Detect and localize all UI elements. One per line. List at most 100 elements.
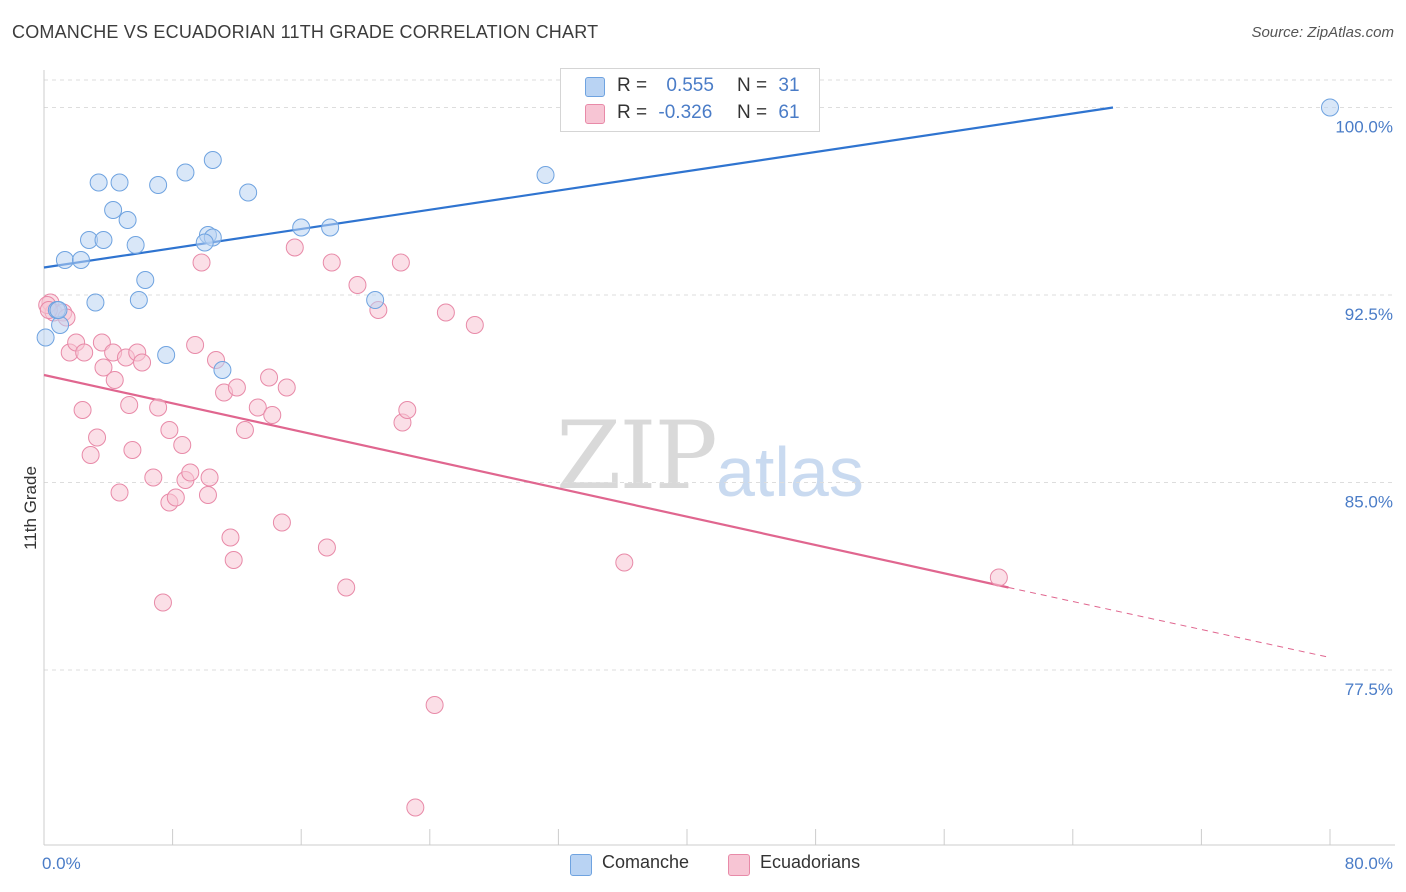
correlation-legend: R = 0.555 N = 31 R = -0.326 N = 61 [560, 68, 820, 132]
comanche-point [36, 328, 55, 347]
ecuadorian-point [198, 486, 217, 504]
grid-lines [44, 79, 1395, 671]
legend-n-label: N = [737, 75, 768, 96]
ecuadorian-point [317, 538, 336, 557]
ecuadorian-point [192, 253, 211, 272]
ecuadorian-point [81, 446, 100, 464]
comanche-point [49, 301, 68, 319]
x-tick-label: 0.0% [42, 854, 81, 873]
ecuadorian-point [263, 406, 282, 424]
legend-n-label: N = [737, 102, 768, 123]
source-note: Source: ZipAtlas.com [1251, 24, 1394, 41]
y-tick-label: 77.5% [1345, 680, 1393, 699]
ecuadorian-point [436, 303, 455, 322]
legend-r-value: -0.326 [658, 102, 713, 123]
ecuadorian-point [166, 488, 185, 507]
ecuadorian-point [200, 468, 219, 487]
comanche-point [55, 251, 74, 269]
comanche-point [104, 201, 123, 219]
y-tick-label: 92.5% [1345, 305, 1393, 324]
comanche-trend-line [43, 106, 1114, 269]
ecuadorian-point [173, 436, 192, 454]
comanche-points [36, 98, 1339, 379]
comanche-swatch [570, 854, 592, 876]
chart-title: COMANCHE VS ECUADORIAN 11TH GRADE CORREL… [12, 22, 599, 42]
ecuadorian-point [322, 253, 341, 272]
ecuadorian-point [398, 401, 417, 419]
ecuadorian-swatch [585, 104, 605, 124]
y-tick-label: 85.0% [1345, 493, 1393, 512]
ecuadorian-point [120, 396, 139, 414]
comanche-point [176, 163, 195, 182]
comanche-point [149, 176, 168, 194]
ecuadorian-point [248, 398, 267, 417]
ecuadorian-point [235, 421, 254, 439]
ecuadorian-point [425, 696, 444, 714]
ecuadorian-point [348, 276, 367, 294]
legend-n-value: 31 [778, 75, 800, 96]
comanche-point [126, 236, 145, 254]
comanche-point [195, 233, 214, 252]
ecuadorian-trend-extension [1008, 587, 1331, 658]
ecuadorian-points [38, 238, 1008, 817]
axis-ticks [43, 829, 1331, 845]
ecuadorian-trend-line [43, 373, 1009, 589]
ecuadorian-point [110, 483, 129, 502]
ecuadorian-point [123, 441, 142, 459]
ecuadorian-point [227, 378, 246, 397]
comanche-point [110, 173, 129, 192]
comanche-point [213, 361, 232, 379]
comanche-point [292, 218, 311, 237]
ecuadorian-point [133, 353, 152, 372]
ecuadorian-point [406, 798, 425, 817]
ecuadorian-point [260, 368, 279, 387]
y-axis-label: 11th Grade [21, 466, 40, 550]
ecuadorian-point [221, 528, 240, 547]
comanche-point [118, 211, 137, 229]
comanche-point [366, 291, 385, 309]
comanche-point [239, 183, 258, 202]
ecuadorian-point [465, 316, 484, 334]
comanche-point [94, 231, 113, 249]
comanche-point [86, 293, 105, 312]
ecuadorian-point [73, 401, 92, 419]
trend-lines [43, 106, 1331, 658]
ecuadorian-point [337, 578, 356, 597]
legend-r-value: 0.555 [666, 75, 714, 96]
ecuadorian-point [92, 333, 111, 352]
ecuadorian-point [277, 378, 296, 397]
comanche-swatch [585, 77, 605, 97]
ecuadorian-point [88, 428, 107, 447]
comanche-point [89, 173, 108, 192]
ecuadorian-point [224, 551, 243, 569]
watermark-atlas: atlas [716, 433, 864, 511]
axes [43, 70, 1395, 846]
comanche-point [71, 251, 90, 269]
y-tick-label: 100.0% [1335, 118, 1393, 137]
ecuadorian-point [144, 468, 163, 487]
ecuadorian-point [94, 358, 113, 377]
legend-r-label: R = [617, 102, 648, 123]
comanche-point [157, 346, 176, 364]
ecuadorian-point [186, 336, 205, 354]
bottom-legend-label: Comanche [602, 852, 690, 872]
ecuadorian-point [149, 398, 168, 417]
legend-r-label: R = [617, 75, 648, 96]
ecuadorian-point [181, 463, 200, 482]
ecuadorian-point [105, 371, 124, 389]
ecuadorian-point [989, 568, 1008, 587]
ecuadorian-point [153, 593, 172, 612]
legend-n-value: 61 [778, 102, 800, 123]
ecuadorian-point [615, 553, 634, 572]
bottom-legend-label: Ecuadorians [760, 852, 861, 872]
ecuadorian-point [272, 513, 291, 532]
comanche-point [136, 271, 155, 289]
comanche-point [51, 316, 70, 334]
comanche-point [321, 218, 340, 237]
comanche-point [129, 291, 148, 309]
ecuadorian-point [160, 421, 179, 439]
x-tick-label: 80.0% [1345, 854, 1393, 873]
ecuadorian-point [75, 343, 94, 362]
comanche-point [1321, 98, 1339, 117]
